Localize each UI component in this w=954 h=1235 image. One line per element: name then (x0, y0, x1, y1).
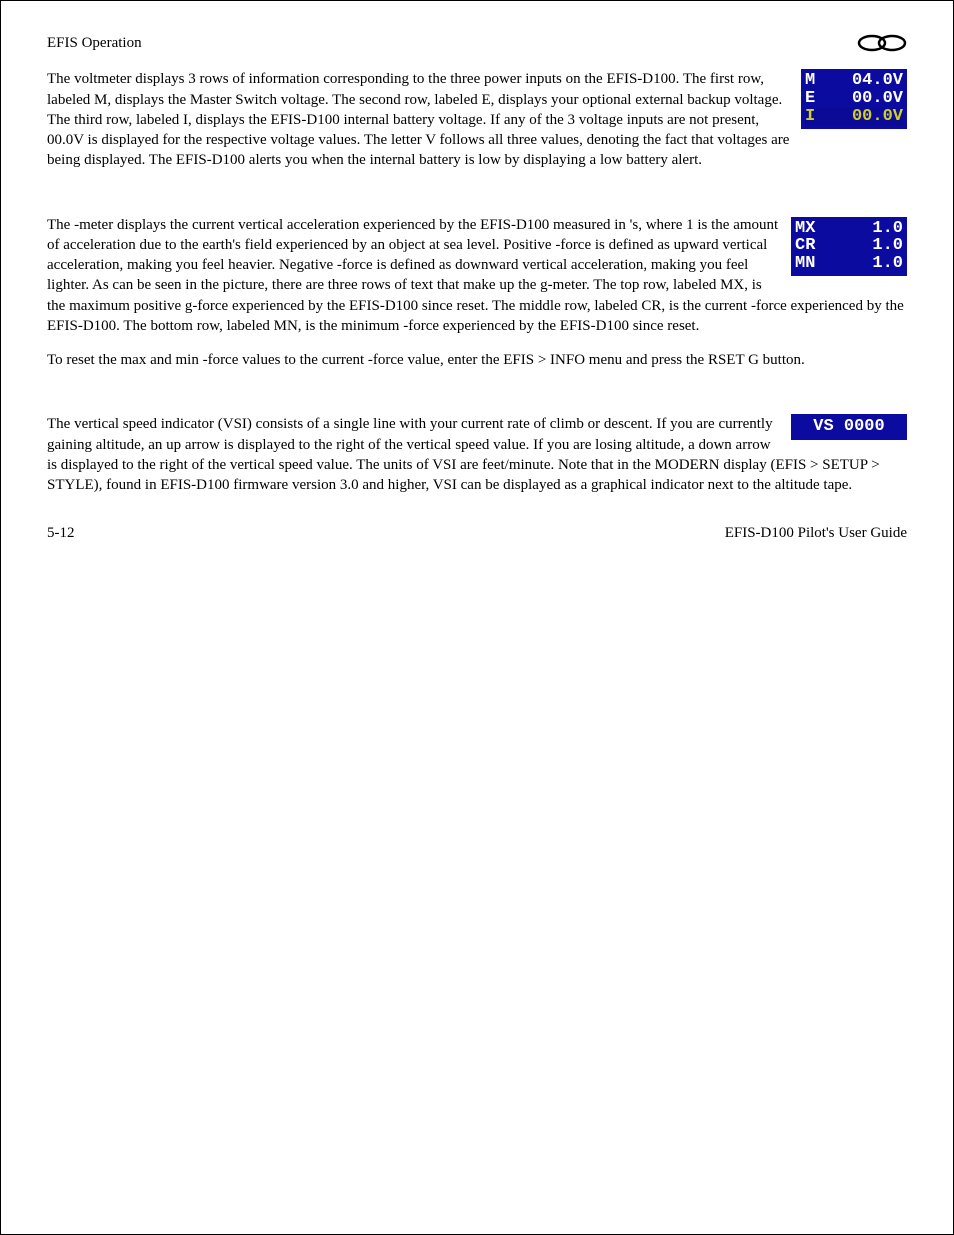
vsi-display-text: VS 0000 (813, 417, 884, 436)
page-footer: 5-12 EFIS-D100 Pilot's User Guide (47, 513, 907, 543)
page: EFIS Operation M 04.0V E 00.0V I 00.0V The … (0, 0, 954, 1235)
gmeter-row-label: MX (795, 220, 815, 238)
gmeter-row-label: CR (795, 237, 815, 255)
gmeter-paragraph-1: The -meter displays the current vertical… (47, 215, 907, 337)
header-title: EFIS Operation (47, 33, 142, 53)
voltmeter-paragraph: The voltmeter displays 3 rows of informa… (47, 69, 907, 170)
gmeter-row-value: 1.0 (872, 237, 903, 255)
gmeter-paragraph-2: To reset the max and min -force values t… (47, 350, 907, 370)
voltmeter-display: M 04.0V E 00.0V I 00.0V (801, 69, 907, 129)
voltmeter-row-value: 00.0V (852, 108, 903, 126)
section-spacer (47, 384, 907, 414)
gmeter-row-value: 1.0 (872, 255, 903, 273)
gmeter-display: MX 1.0 CR 1.0 MN 1.0 (791, 217, 907, 277)
gmeter-row-value: 1.0 (872, 220, 903, 238)
footer-page-number: 5-12 (47, 523, 75, 543)
voltmeter-row-label: M (805, 72, 815, 90)
vsi-paragraph: The vertical speed indicator (VSI) consi… (47, 414, 907, 495)
voltmeter-row-value: 00.0V (852, 90, 903, 108)
footer-guide-title: EFIS-D100 Pilot's User Guide (725, 523, 907, 543)
content: M 04.0V E 00.0V I 00.0V The voltmeter displ… (47, 69, 907, 543)
vsi-display: VS 0000 (791, 414, 907, 440)
voltmeter-row-value: 04.0V (852, 72, 903, 90)
voltmeter-row-label: I (805, 108, 815, 126)
section-spacer (47, 185, 907, 215)
brand-logo-icon (857, 33, 907, 53)
voltmeter-row-label: E (805, 90, 815, 108)
gmeter-row-label: MN (795, 255, 815, 273)
page-header: EFIS Operation (47, 33, 907, 53)
